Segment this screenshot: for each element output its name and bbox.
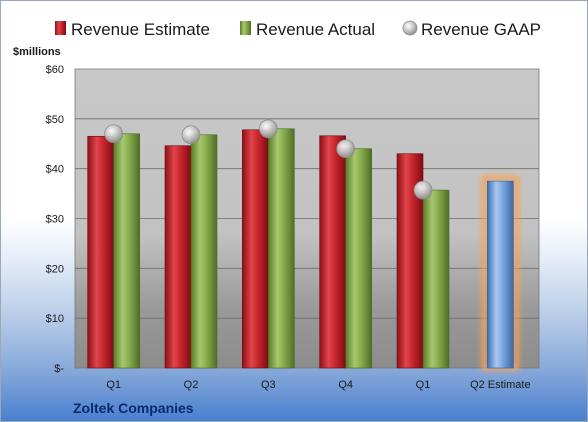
revenue-gaap-marker <box>258 119 278 139</box>
bars <box>87 128 519 371</box>
revenue-actual-bar <box>190 134 218 369</box>
legend-label-revenue-gaap: Revenue GAAP <box>421 20 541 39</box>
x-tick-label: Q4 <box>338 379 353 391</box>
x-tick-label: Q2 Estimate <box>470 379 531 391</box>
y-axis-unit-label: $millions <box>13 46 61 58</box>
revenue-actual-bar <box>268 128 295 369</box>
y-tick-label: $10 <box>46 313 64 325</box>
grid-lines <box>75 118 539 319</box>
revenue-gaap-marker <box>181 125 201 145</box>
x-tick-label: Q2 <box>184 379 199 391</box>
legend-marker-revenue-gaap <box>402 20 418 36</box>
revenue-actual-bar <box>113 133 140 369</box>
y-tick-label: $40 <box>46 164 64 176</box>
legend-swatch-revenue-actual <box>240 21 251 35</box>
revenue-gaap-marker <box>413 180 433 200</box>
legend: Revenue Estimate Revenue Actual Revenue … <box>55 20 541 39</box>
y-tick-label: $20 <box>46 263 64 275</box>
legend-label-revenue-actual: Revenue Actual <box>256 20 375 39</box>
revenue-estimate-bar <box>242 129 269 369</box>
x-tick-label: Q3 <box>261 379 276 391</box>
revenue-actual-bar <box>345 148 372 369</box>
x-axis-labels: Q1 Q2 Q3 Q4 Q1 Q2 Estimate <box>106 379 530 391</box>
y-axis-ticks: $- $10 $20 $30 $40 $50 $60 <box>46 64 65 375</box>
x-tick-label: Q1 <box>106 379 121 391</box>
revenue-estimate-bar <box>319 135 346 369</box>
revenue-gaap-marker <box>104 124 124 144</box>
x-tick-label: Q1 <box>416 379 431 391</box>
revenue-estimate-bar <box>87 135 114 369</box>
y-tick-label: $30 <box>46 214 64 226</box>
y-tick-label: $60 <box>46 64 64 76</box>
company-name: Zoltek Companies <box>73 400 194 416</box>
legend-swatch-revenue-estimate <box>55 21 66 35</box>
legend-label-revenue-estimate: Revenue Estimate <box>71 20 210 39</box>
revenue-actual-bar <box>422 189 450 369</box>
y-tick-label: $50 <box>46 114 64 126</box>
revenue-estimate-bar <box>164 145 192 369</box>
q2-estimate-bar <box>487 180 514 369</box>
revenue-gaap-marker <box>336 139 356 159</box>
gaap-markers <box>104 119 433 200</box>
y-tick-label: $- <box>54 363 64 375</box>
